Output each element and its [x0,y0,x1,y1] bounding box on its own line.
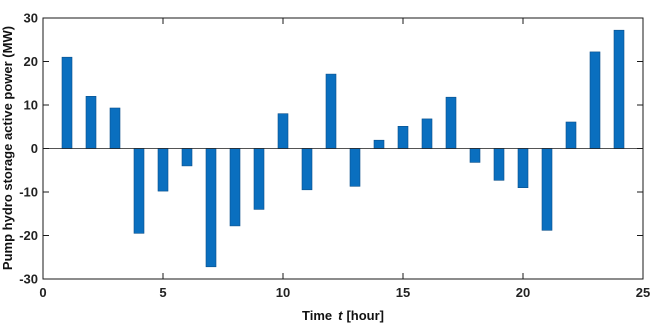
y-tick-label: 10 [24,98,38,113]
bar-hour-11 [301,148,313,191]
bar-hour-18 [469,148,481,163]
x-tick-label: 5 [159,285,166,300]
x-tick-label: 25 [636,285,650,300]
x-tick-label: 0 [39,285,46,300]
bar-hour-14 [373,139,385,149]
bar-hour-7 [205,148,217,268]
y-tick-label: -20 [19,228,38,243]
y-tick-label: -10 [19,185,38,200]
y-tick-label: 0 [31,141,38,156]
bar-hour-2 [85,96,97,149]
x-axis-label: Time t [hour] [302,308,384,323]
bar-hour-20 [517,148,529,189]
bar-hour-24 [613,29,625,149]
bar-hour-21 [541,148,553,231]
x-axis-label-main: Time [302,308,332,323]
x-tick-label: 10 [276,285,290,300]
x-axis-label-unit: [hour] [346,308,384,323]
y-tick-label: -30 [19,272,38,287]
bar-hour-8 [229,148,241,227]
bar-hour-12 [325,73,337,149]
bar-hour-5 [157,148,169,192]
bar-hour-6 [181,148,193,167]
x-tick-label: 15 [396,285,410,300]
bar-hour-22 [565,121,577,149]
bar-hour-3 [109,107,121,149]
y-tick-label: 20 [24,54,38,69]
tick-labels-group: 0 5 10 15 20 25 -30 -20 -10 0 10 20 30 [19,11,650,301]
bar-hour-9 [253,148,265,210]
bar-hour-15 [397,126,409,149]
x-tick-label: 20 [516,285,530,300]
bar-hour-17 [445,96,457,149]
bar-hour-23 [589,51,601,149]
y-axis-label: Pump hydro storage active power (MW) [0,26,15,270]
y-tick-label: 30 [24,11,38,26]
bar-hour-16 [421,118,433,149]
bar-hour-13 [349,148,361,187]
ticks-group [42,17,644,280]
bar-hour-1 [61,56,73,149]
bar-hour-4 [133,148,145,234]
x-axis-label-var: t [338,308,343,323]
bar-hour-10 [277,113,289,149]
bar-hour-19 [493,148,505,181]
